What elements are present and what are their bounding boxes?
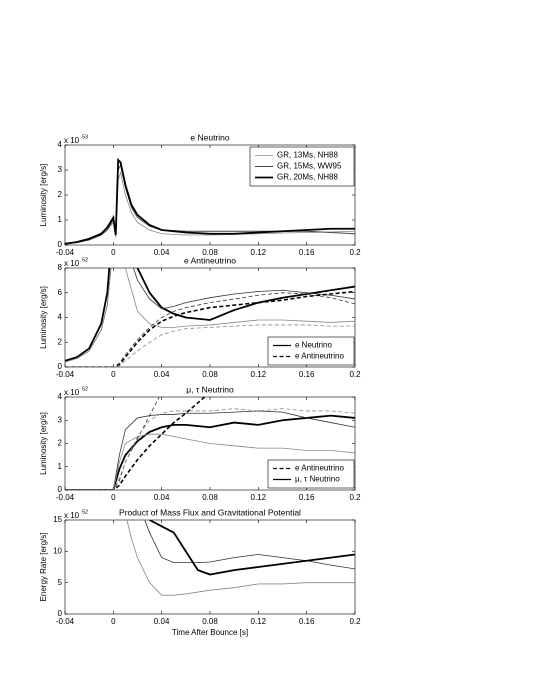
- y-tick-label: 4: [58, 313, 63, 322]
- panel-title: e Neutrino: [190, 132, 229, 142]
- y-tick-label: 0: [58, 609, 63, 618]
- legend-label: GR, 20Ms, NH88: [277, 173, 338, 182]
- y-exponent: 52: [82, 386, 88, 392]
- y-tick-label: 5: [58, 578, 63, 587]
- y-multiplier: x 10: [64, 136, 80, 145]
- legend-label: GR, 13Ms, NH88: [277, 151, 338, 160]
- x-tick-label: 0: [111, 617, 116, 626]
- x-tick-label: 0.04: [154, 617, 170, 626]
- x-tick-label: -0.04: [56, 493, 75, 502]
- panel: e Antineutrino x 10 52 Luminosity [erg/s] -0…: [39, 255, 361, 379]
- x-tick-label: 0.2: [349, 370, 361, 379]
- data-line: [65, 290, 355, 367]
- x-tick-label: 0: [111, 493, 116, 502]
- y-multiplier: x 10: [64, 388, 80, 397]
- x-tick-label: 0.2: [349, 617, 361, 626]
- x-tick-label: 0.04: [154, 493, 170, 502]
- x-tick-label: 0.08: [202, 493, 218, 502]
- x-tick-label: 0.08: [202, 617, 218, 626]
- data-line: [65, 268, 355, 363]
- x-tick-label: -0.04: [56, 248, 75, 257]
- x-tick-label: -0.04: [56, 370, 75, 379]
- y-tick-label: 2: [58, 190, 63, 199]
- y-tick-label: 1: [58, 215, 63, 224]
- data-line: [65, 397, 160, 490]
- data-line: [65, 268, 355, 362]
- y-tick-label: 10: [53, 546, 62, 555]
- legend-box: [267, 459, 355, 489]
- x-tick-label: 0: [111, 370, 116, 379]
- data-line: [126, 520, 355, 596]
- y-axis-label: Energy Rate [erg/s]: [39, 533, 48, 602]
- x-tick-label: 0.16: [299, 493, 315, 502]
- x-tick-label: 0.04: [154, 248, 170, 257]
- x-tick-label: 0.12: [251, 493, 267, 502]
- legend-label: e Antineutrino: [295, 464, 344, 473]
- legend-box: [267, 336, 355, 366]
- y-tick-label: 4: [58, 140, 63, 149]
- y-tick-label: 0: [58, 362, 63, 371]
- y-tick-label: 1: [58, 462, 63, 471]
- y-multiplier: x 10: [64, 511, 80, 520]
- x-tick-label: 0.2: [349, 248, 361, 257]
- legend-label: GR, 15Ms, WW95: [277, 162, 342, 171]
- y-tick-label: 2: [58, 439, 63, 448]
- x-tick-label: 0.04: [154, 370, 170, 379]
- y-tick-label: 15: [53, 515, 62, 524]
- y-axis-label: Luminosity [erg/s]: [39, 164, 48, 227]
- data-line: [65, 433, 355, 490]
- x-tick-label: -0.04: [56, 617, 75, 626]
- legend-label: μ, τ Neutrino: [295, 475, 340, 484]
- y-exponent: 53: [82, 134, 88, 140]
- legend-label: e Antineutrino: [295, 352, 344, 361]
- legend-label: e Neutrino: [295, 341, 332, 350]
- data-line: [149, 520, 355, 576]
- data-line: [65, 324, 355, 367]
- y-exponent: 52: [82, 257, 88, 263]
- data-line: [65, 157, 355, 245]
- data-line: [65, 414, 355, 490]
- x-tick-label: 0.16: [299, 248, 315, 257]
- panel-title: Product of Mass Flux and Gravitational P…: [119, 507, 301, 517]
- panel-title: μ, τ Neutrino: [186, 384, 234, 394]
- x-tick-label: 0.12: [251, 617, 267, 626]
- data-line: [65, 410, 355, 490]
- panel: Product of Mass Flux and Gravitational P…: [39, 507, 361, 637]
- x-tick-label: 0.08: [202, 248, 218, 257]
- y-tick-label: 6: [58, 288, 63, 297]
- y-axis-label: Luminosity [erg/s]: [39, 412, 48, 475]
- x-tick-label: 0: [111, 248, 116, 257]
- y-tick-label: 2: [58, 337, 63, 346]
- y-multiplier: x 10: [64, 259, 80, 268]
- y-tick-label: 0: [58, 485, 63, 494]
- panel-title: e Antineutrino: [184, 255, 236, 265]
- y-tick-label: 3: [58, 165, 63, 174]
- x-tick-label: 0.12: [251, 370, 267, 379]
- x-tick-label: 0.16: [299, 370, 315, 379]
- x-tick-label: 0.08: [202, 370, 218, 379]
- x-tick-label: 0.12: [251, 248, 267, 257]
- x-axis-label: Time After Bounce [s]: [172, 628, 248, 637]
- axes-box: [64, 519, 356, 615]
- x-tick-label: 0.16: [299, 617, 315, 626]
- y-axis-label: Luminosity [erg/s]: [39, 286, 48, 349]
- y-tick-label: 8: [58, 263, 63, 272]
- y-exponent: 52: [82, 509, 88, 515]
- data-line: [65, 397, 206, 490]
- y-tick-label: 3: [58, 415, 63, 424]
- x-tick-label: 0.2: [349, 493, 361, 502]
- y-tick-label: 4: [58, 392, 63, 401]
- panel: μ, τ Neutrino x 10 52 Luminosity [erg/s] -0.…: [39, 384, 361, 502]
- y-tick-label: 0: [58, 240, 63, 249]
